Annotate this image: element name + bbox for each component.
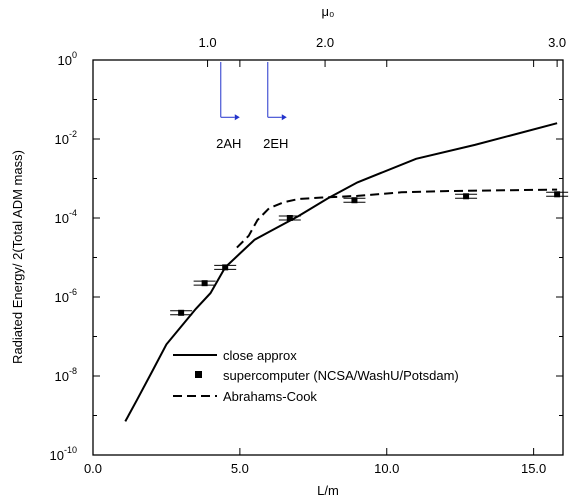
y-tick-label: 10-2 <box>55 129 77 147</box>
y-tick-label: 10-6 <box>55 287 77 305</box>
series-layer <box>124 122 569 422</box>
data-point <box>201 280 208 287</box>
annotation-label: 2EH <box>263 136 288 151</box>
series-line-abrahams-cook <box>236 188 558 249</box>
annotation-layer: 2AH 2EH <box>216 61 288 151</box>
y-tick-label: 10-8 <box>55 366 77 384</box>
x-axis-label: L/m <box>317 483 339 498</box>
legend-label: supercomputer (NCSA/WashU/Potsdam) <box>223 368 459 383</box>
data-point <box>222 264 229 271</box>
y-tick-label: 100 <box>58 50 77 68</box>
top-tick-label: 2.0 <box>316 35 334 50</box>
x-tick-label: 5.0 <box>231 461 249 476</box>
y-tick-label: 10-10 <box>50 445 77 463</box>
data-point <box>351 197 358 204</box>
legend-label: close approx <box>223 348 297 363</box>
legend-marker <box>195 371 202 378</box>
top-tick-label: 1.0 <box>199 35 217 50</box>
arrow-head <box>281 114 287 121</box>
top-tick-label: 3.0 <box>548 35 566 50</box>
axis-ticks: 0.0 5.0 10.0 15.0 1.0 2.0 3.0 100 10-2 10-4 10-6 10… <box>50 35 567 476</box>
x-tick-label: 15.0 <box>521 461 546 476</box>
data-point <box>554 191 561 198</box>
series-line-close-approx <box>124 122 558 422</box>
y-tick-label: 10-4 <box>55 208 77 226</box>
data-point <box>286 215 293 221</box>
legend-label: Abrahams-Cook <box>223 389 317 404</box>
data-point <box>178 309 185 316</box>
y-axis-label: Radiated Energy/ 2(Total ADM mass) <box>10 150 25 364</box>
top-axis-label: μ₀ <box>322 4 335 19</box>
legend: close approx supercomputer (NCSA/WashU/Po… <box>173 348 459 404</box>
data-point <box>463 193 470 200</box>
x-tick-label: 0.0 <box>84 461 102 476</box>
annotation-label: 2AH <box>216 136 241 151</box>
arrow-head <box>234 114 240 121</box>
x-tick-label: 10.0 <box>374 461 399 476</box>
plot-frame <box>92 59 564 456</box>
